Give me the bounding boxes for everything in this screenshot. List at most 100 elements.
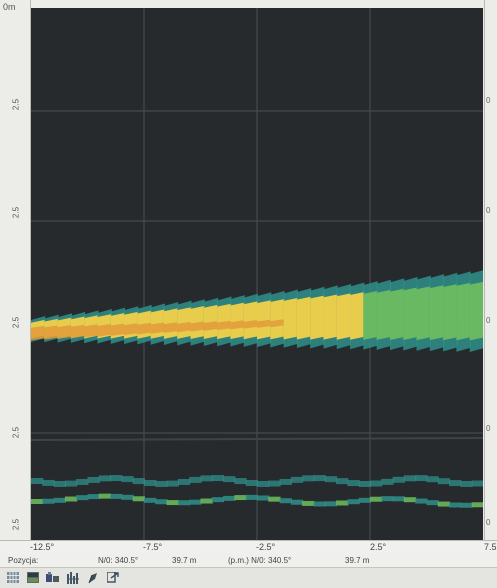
echo-segment (243, 319, 258, 329)
seabed-echo (268, 496, 281, 502)
seabed-echo (200, 498, 213, 504)
echo-segment (230, 302, 245, 340)
seabed-echo (31, 478, 44, 484)
seabed-echo (166, 480, 179, 487)
echo-segment (57, 324, 72, 339)
seabed-echo (132, 496, 145, 502)
seabed-echo (347, 499, 360, 505)
right-tick-label: 0 (486, 424, 491, 433)
seabed-echo (177, 478, 191, 485)
echo-segment (257, 300, 272, 340)
depth-tick-label: 2.5 (11, 518, 21, 531)
echo-segment (416, 286, 431, 341)
seabed-echo (144, 497, 157, 503)
sensitivity-bars-icon[interactable] (66, 571, 80, 584)
seabed-echo (381, 496, 394, 502)
echo-segment (177, 321, 192, 333)
seabed-echo (98, 475, 112, 482)
echo-segment (443, 283, 458, 341)
seabed-echo (336, 500, 349, 506)
bearing-readout-pm: (p.m.) N/0: 340.5° (228, 556, 292, 565)
echo-segment (137, 322, 152, 335)
seabed-echo (177, 500, 191, 506)
seabed-echo (302, 500, 315, 506)
seabed-echo (42, 479, 55, 486)
bearing-tick-label: 7.5 (484, 542, 497, 552)
right-tick-label: 0 (486, 96, 491, 105)
seabed-echo (392, 476, 405, 483)
export-icon[interactable] (106, 571, 120, 584)
echo-segment (310, 295, 325, 340)
depth-tick-label: 2.5 (11, 426, 21, 439)
seabed-echo (370, 480, 383, 487)
color-brush-icon[interactable] (86, 571, 100, 584)
echo-segment (70, 324, 86, 339)
seabed-echo (155, 499, 168, 505)
echo-segment (469, 281, 483, 341)
seabed-echo (87, 476, 100, 483)
echo-segment (163, 322, 179, 334)
seabed-echo (268, 480, 281, 487)
seabed-echo (42, 498, 55, 504)
echo-segment (203, 304, 219, 340)
seabed-echo (336, 478, 349, 485)
seabed-echo (223, 476, 236, 483)
seabed-echo (358, 480, 371, 487)
display-mode-icon[interactable] (26, 571, 40, 584)
seabed-echo (64, 496, 78, 502)
bearing-tick-label: -7.5° (143, 542, 163, 552)
seabed-echo (381, 478, 394, 485)
echo-segment (203, 320, 219, 331)
seabed-echo (245, 480, 258, 487)
echo-segment (270, 319, 285, 328)
echo-segment (363, 290, 378, 340)
echo-segment (323, 294, 338, 340)
seabed-echo (460, 480, 473, 487)
echo-segment (389, 288, 405, 340)
seabed-echo (324, 501, 338, 507)
echo-segment (336, 293, 352, 340)
range-readout-pm: 39.7 m (345, 556, 370, 565)
status-bar: Pozycja: N/0: 340.5° 39.7 m (p.m.) N/0: … (0, 554, 497, 567)
depth-tick-label: 2.5 (11, 206, 21, 219)
seabed-echo (392, 496, 405, 502)
position-label: Pozycja: (8, 556, 39, 565)
toolbar (0, 567, 497, 588)
seabed-echo (358, 497, 371, 503)
echo-segment (217, 303, 232, 340)
seabed-echo (234, 478, 247, 485)
seabed-echo (403, 475, 417, 482)
echo-segment (230, 320, 245, 330)
seabed-echo (324, 476, 338, 483)
seabed-echo (64, 480, 78, 487)
echo-segment (217, 320, 232, 331)
echo-segment (124, 323, 139, 336)
bearing-readout: N/0: 340.5° (98, 556, 139, 565)
depth-scale: 0m 2.5 2.5 2.5 2.5 2.5 (0, 0, 31, 540)
top-strip (31, 0, 483, 8)
seabed-echo (200, 475, 213, 482)
echo-segment (376, 289, 391, 340)
seabed-echo (223, 495, 236, 501)
seabed-echo (110, 475, 123, 482)
depth-tick-label: 2.5 (11, 316, 21, 329)
echo-segment (270, 298, 285, 340)
echo-segment (403, 287, 418, 341)
seabed-echo (460, 502, 473, 508)
echo-segment (296, 296, 312, 340)
seabed-echo (471, 502, 483, 508)
echo-segment (84, 324, 99, 338)
sonar-echogram[interactable] (31, 8, 483, 540)
seabed-echo (132, 478, 145, 485)
seabed-echo (449, 502, 462, 508)
seabed-echo (257, 495, 270, 501)
seabed-echo (98, 493, 112, 499)
seabed-echo (87, 494, 100, 500)
echogram-canvas[interactable] (31, 8, 483, 540)
palette-icon[interactable] (46, 571, 60, 584)
echo-segment (257, 319, 272, 328)
echo-segment (456, 282, 471, 341)
bearing-tick-label: -12.5° (30, 542, 55, 552)
grid-view-icon[interactable] (6, 571, 20, 584)
